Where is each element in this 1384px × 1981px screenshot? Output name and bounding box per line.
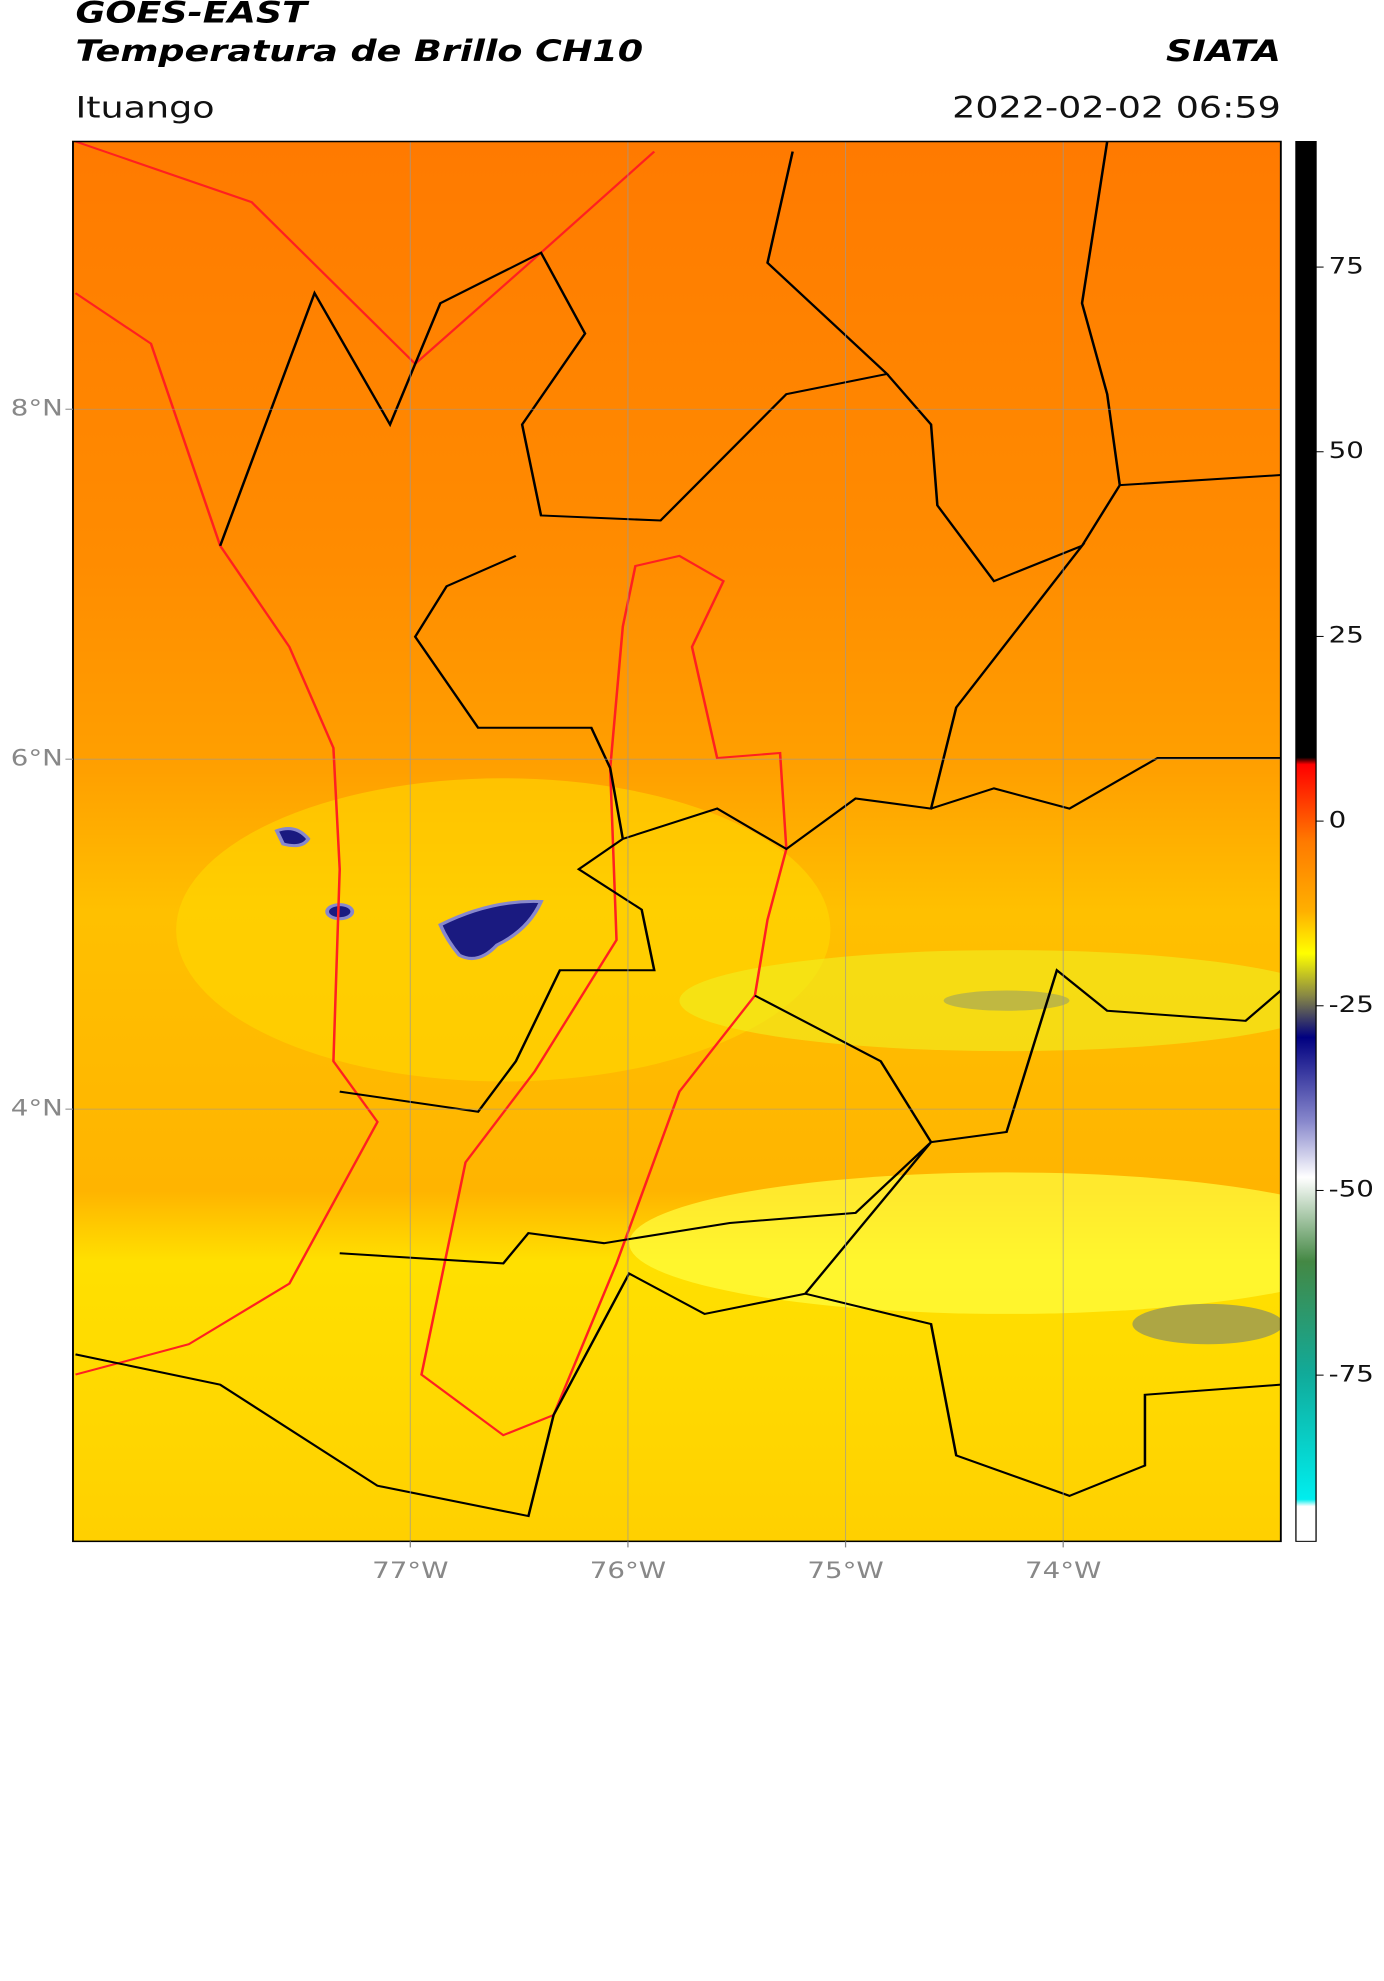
map-frame	[72, 140, 1282, 1543]
cold-cloud	[274, 827, 311, 848]
location: Ituango	[75, 90, 214, 125]
coastline	[74, 292, 379, 1376]
map-image	[72, 141, 1281, 1542]
boundaries	[75, 141, 1281, 1518]
x-tick-label: 75°W	[807, 1557, 883, 1583]
title: GOES-EAST	[75, 0, 309, 30]
x-tick-label: 76°W	[590, 1557, 666, 1583]
colorbar-tick-label: 50	[1329, 438, 1364, 464]
colorbar-tick-label: 0	[1329, 807, 1347, 833]
cold-cloud	[438, 899, 544, 960]
colorbar-tick-label: -25	[1329, 992, 1374, 1018]
x-tick-label: 74°W	[1025, 1557, 1101, 1583]
colorbar-tick-label: -50	[1329, 1176, 1374, 1202]
colorbar-tick-label: 75	[1329, 253, 1364, 279]
brand: SIATA	[1166, 34, 1281, 69]
colorbar	[1295, 140, 1317, 1542]
grid	[72, 141, 1281, 1542]
colorbar-tick-label: -75	[1329, 1361, 1374, 1387]
y-tick-label: 4°N	[11, 1095, 63, 1121]
y-tick-label: 8°N	[11, 395, 63, 421]
basin-outline	[420, 554, 788, 1437]
y-tick-label: 6°N	[11, 745, 63, 771]
datetime: 2022-02-02 06:59	[952, 90, 1281, 125]
cloud	[1132, 1303, 1281, 1345]
warm-region	[629, 1172, 1281, 1314]
cloud	[943, 990, 1070, 1011]
x-tick-label: 77°W	[372, 1557, 448, 1583]
colorbar-tick-label: 25	[1329, 622, 1364, 648]
subtitle: Temperatura de Brillo CH10	[75, 34, 643, 69]
